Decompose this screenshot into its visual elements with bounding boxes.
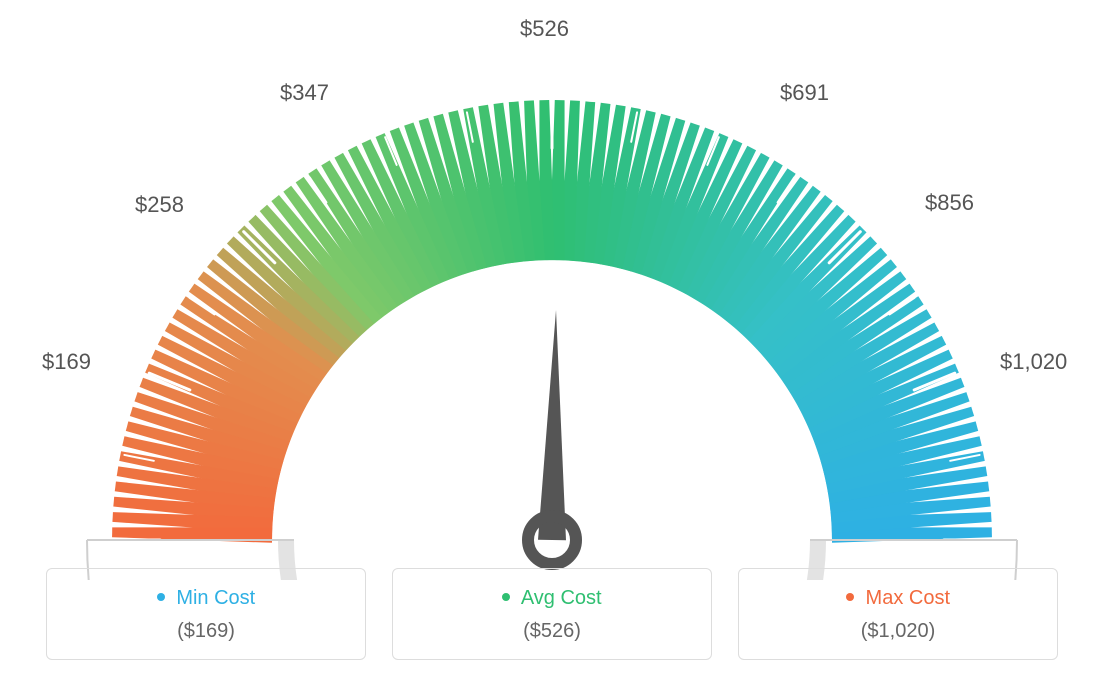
tick-label: $856 bbox=[925, 190, 974, 216]
legend-row: Min Cost ($169) Avg Cost ($526) Max Cost… bbox=[0, 568, 1104, 660]
legend-max-label-text: Max Cost bbox=[866, 587, 950, 609]
dot-icon bbox=[846, 593, 854, 601]
legend-avg-label: Avg Cost bbox=[393, 587, 711, 610]
legend-max-value: ($1,020) bbox=[739, 620, 1057, 643]
legend-avg-value: ($526) bbox=[393, 620, 711, 643]
legend-min-value: ($169) bbox=[47, 620, 365, 643]
legend-avg-label-text: Avg Cost bbox=[521, 587, 602, 609]
legend-max-card: Max Cost ($1,020) bbox=[738, 568, 1058, 660]
tick-label: $169 bbox=[42, 349, 91, 375]
tick-label: $347 bbox=[280, 80, 329, 106]
cost-gauge: $169 $258 $347 $526 $691 $856 $1,020 bbox=[0, 0, 1104, 560]
legend-avg-card: Avg Cost ($526) bbox=[392, 568, 712, 660]
legend-max-label: Max Cost bbox=[739, 587, 1057, 610]
legend-min-label: Min Cost bbox=[47, 587, 365, 610]
gauge-svg bbox=[32, 40, 1072, 580]
legend-min-label-text: Min Cost bbox=[176, 587, 255, 609]
tick-label: $691 bbox=[780, 80, 829, 106]
legend-min-card: Min Cost ($169) bbox=[46, 568, 366, 660]
dot-icon bbox=[502, 593, 510, 601]
tick-label: $258 bbox=[135, 192, 184, 218]
dot-icon bbox=[157, 593, 165, 601]
tick-label: $1,020 bbox=[1000, 349, 1067, 375]
tick-label: $526 bbox=[520, 16, 569, 42]
